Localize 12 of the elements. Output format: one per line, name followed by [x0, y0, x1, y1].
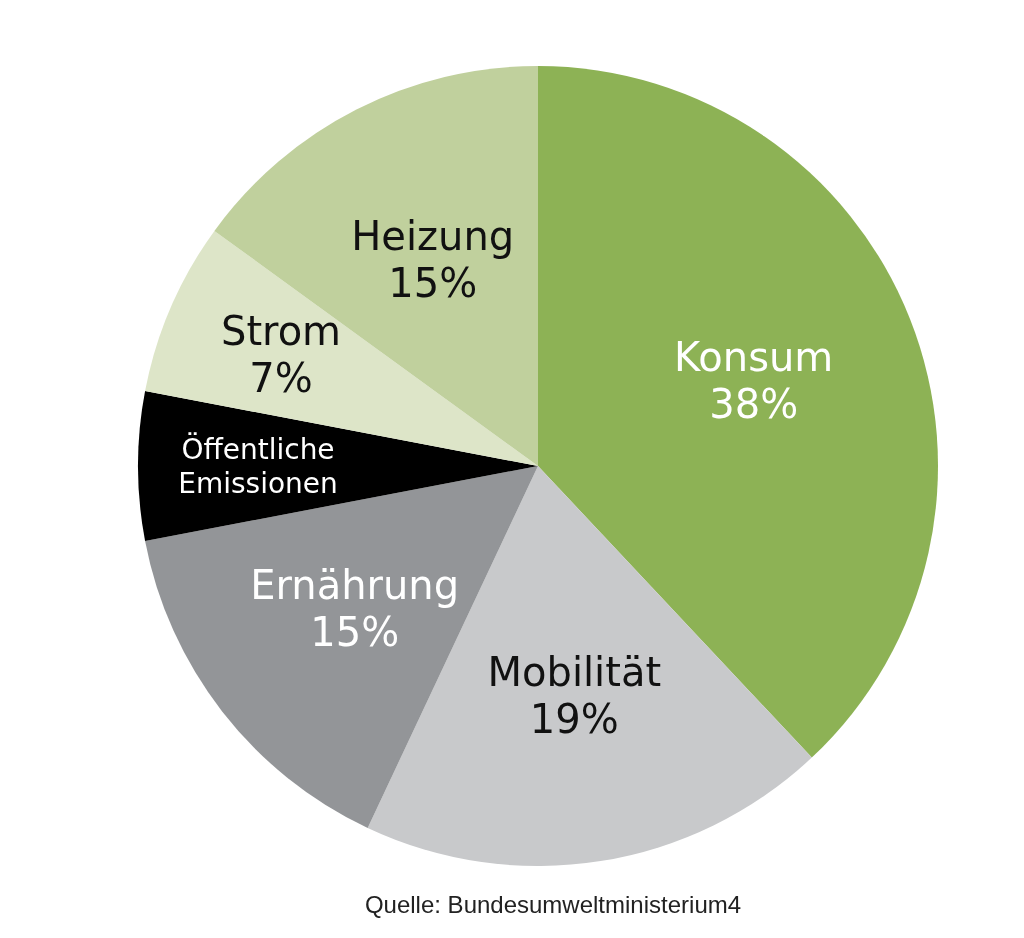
- data-label: 38%: [709, 381, 799, 428]
- slice-label: Mobilität: [487, 648, 662, 695]
- data-label: 15%: [388, 259, 478, 306]
- slice-label: Öffentliche Emissionen: [178, 431, 338, 500]
- slice-label: Konsum: [674, 334, 834, 380]
- data-label: 19%: [529, 695, 619, 742]
- data-label: 15%: [310, 608, 400, 655]
- slice-label: Strom: [220, 308, 342, 355]
- data-label: 7%: [249, 355, 313, 402]
- slice-label: Ernährung: [250, 561, 460, 608]
- source-note: Quelle: Bundesumweltministerium4: [364, 891, 742, 918]
- slice-label: Heizung: [351, 212, 515, 259]
